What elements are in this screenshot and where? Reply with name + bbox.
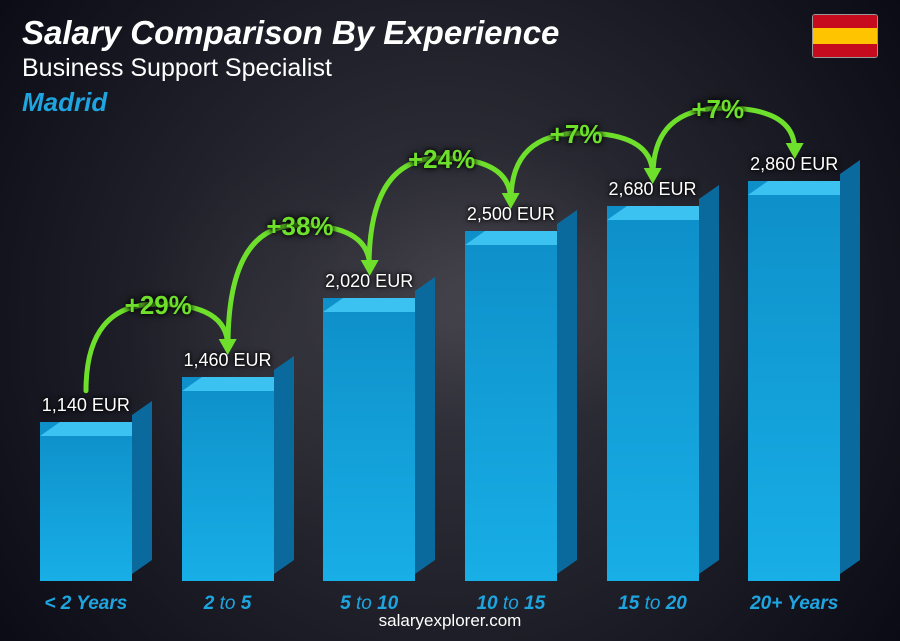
job-subtitle: Business Support Specialist [22,54,559,83]
bar-side-face [699,185,719,574]
pct-increase-label: +38% [266,211,333,242]
bar-front-face [465,231,557,581]
bar-front-face [323,298,415,581]
bar [40,422,132,581]
bar [182,377,274,581]
bar-wrap: 1,140 EUR< 2 Years [20,145,152,581]
flag-stripe-top [813,15,877,28]
bar-value-label: 1,140 EUR [42,395,130,416]
pct-increase-label: +29% [125,290,192,321]
bar-wrap: 2,680 EUR15 to 20 [587,145,719,581]
bar-front-face [182,377,274,581]
location-label: Madrid [22,87,559,118]
spain-flag-icon [812,14,878,58]
flag-stripe-mid [813,28,877,44]
bar-front-face [748,181,840,581]
bar-value-label: 2,680 EUR [608,179,696,200]
bar-wrap: 2,860 EUR20+ Years [728,145,860,581]
bar-value-label: 2,500 EUR [467,204,555,225]
pct-increase-label: +7% [550,119,603,150]
bar-value-label: 1,460 EUR [183,350,271,371]
flag-stripe-bot [813,44,877,57]
bar-x-label: < 2 Years [44,593,127,615]
content-root: Salary Comparison By Experience Business… [0,0,900,641]
bar [607,206,699,581]
bar-x-label: 15 to 20 [618,593,687,615]
bar-x-label: 20+ Years [750,593,838,615]
bar-x-label: 2 to 5 [204,593,252,615]
bar-front-face [607,206,699,581]
bar [323,298,415,581]
bar [465,231,557,581]
bar-chart: 1,140 EUR< 2 Years1,460 EUR2 to 52,020 E… [20,145,860,581]
bar-front-face [40,422,132,581]
bar-side-face [840,160,860,574]
bar [748,181,840,581]
bar-side-face [132,401,152,574]
bar-side-face [557,210,577,574]
page-title: Salary Comparison By Experience [22,14,559,52]
bar-side-face [415,277,435,574]
bar-value-label: 2,860 EUR [750,154,838,175]
pct-increase-label: +7% [691,94,744,125]
footer-attribution: salaryexplorer.com [379,611,522,631]
bar-value-label: 2,020 EUR [325,271,413,292]
pct-increase-label: +24% [408,144,475,175]
header: Salary Comparison By Experience Business… [22,14,559,118]
bar-wrap: 2,500 EUR10 to 15 [445,145,577,581]
bar-side-face [274,356,294,574]
